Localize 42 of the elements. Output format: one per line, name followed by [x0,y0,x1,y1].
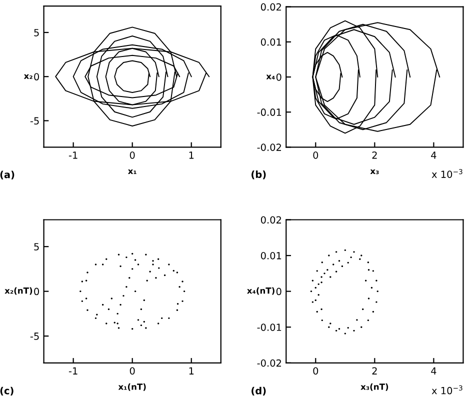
x-axis-title: x₁ [128,169,136,174]
text: (b) [252,170,266,180]
text: (c) [0,386,14,396]
text: (a) [0,170,14,180]
x-axis-title: x₃(nT) [360,383,388,391]
y-tick-label: 0.01 [260,252,282,260]
y-axis-title: x₄ [266,74,275,80]
y-tick-label: 0 [34,288,39,296]
y-tick-label: 0.02 [260,216,281,224]
x-tick-label: -1 [68,152,78,159]
y-tick-label: 0.02 [260,3,281,11]
y-tick-label: -0.02 [257,144,281,151]
y-tick-label: -0.01 [257,324,282,331]
x-tick-label: 4 [431,152,436,159]
y-tick-label: 5 [34,29,39,36]
x-axis-title: x₁(nT) [118,383,146,391]
text: x 10$^{−3}$ [432,385,462,394]
y-axis-title: x₄(nT) [247,287,274,295]
y-tick-label: 0 [276,288,282,296]
y-axis-title: x₂ [24,74,32,79]
x-axis-title: x₃ [370,169,379,174]
y-tick-label: -5 [30,117,39,125]
y-tick-label: 0 [34,73,39,80]
x-tick-label: 0 [313,367,318,375]
x-tick-label: 2 [372,152,377,159]
y-axis-title: x₂(nT) [4,287,32,295]
x-tick-label: 4 [431,367,436,374]
y-tick-label: -0.02 [257,359,281,367]
text: (d) [252,386,266,396]
y-tick-label: 5 [34,243,39,250]
y-tick-label: -0.01 [257,108,282,116]
y-tick-label: 0 [276,73,282,81]
x-tick-label: 0 [313,152,318,159]
text: x 10$^{−3}$ [432,169,462,178]
x-tick-label: 2 [372,367,377,374]
y-tick-label: -5 [30,332,39,340]
x-tick-label: 1 [189,152,194,159]
x-tick-label: 1 [189,367,194,374]
x-tick-label: -1 [68,367,78,374]
x-tick-label: 0 [130,367,135,375]
x-tick-label: 0 [130,152,135,159]
y-tick-label: 0.01 [260,38,282,46]
